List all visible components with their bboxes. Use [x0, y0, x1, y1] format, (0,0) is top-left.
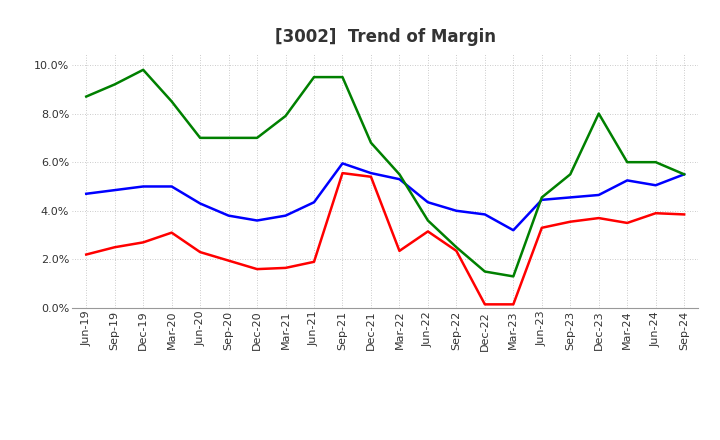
Net Income: [652, 211, 660, 216]
Net Income: [253, 267, 261, 272]
Net Income: [82, 252, 91, 257]
Net Income: [480, 302, 489, 307]
Operating Cashflow: [395, 172, 404, 177]
Operating Cashflow: [566, 172, 575, 177]
Ordinary Income: [82, 191, 91, 196]
Ordinary Income: [595, 192, 603, 198]
Operating Cashflow: [253, 135, 261, 140]
Ordinary Income: [623, 178, 631, 183]
Net Income: [366, 174, 375, 180]
Net Income: [196, 249, 204, 255]
Operating Cashflow: [82, 94, 91, 99]
Line: Ordinary Income: Ordinary Income: [86, 163, 684, 230]
Operating Cashflow: [595, 111, 603, 116]
Operating Cashflow: [480, 269, 489, 274]
Ordinary Income: [196, 201, 204, 206]
Net Income: [680, 212, 688, 217]
Ordinary Income: [338, 161, 347, 166]
Ordinary Income: [366, 170, 375, 176]
Ordinary Income: [423, 200, 432, 205]
Ordinary Income: [480, 212, 489, 217]
Net Income: [623, 220, 631, 226]
Operating Cashflow: [623, 160, 631, 165]
Operating Cashflow: [537, 195, 546, 200]
Net Income: [110, 245, 119, 250]
Ordinary Income: [167, 184, 176, 189]
Ordinary Income: [509, 227, 518, 233]
Operating Cashflow: [338, 74, 347, 80]
Ordinary Income: [680, 172, 688, 177]
Operating Cashflow: [282, 114, 290, 119]
Net Income: [395, 248, 404, 253]
Net Income: [452, 248, 461, 253]
Net Income: [338, 170, 347, 176]
Operating Cashflow: [509, 274, 518, 279]
Ordinary Income: [110, 187, 119, 193]
Operating Cashflow: [423, 218, 432, 223]
Operating Cashflow: [310, 74, 318, 80]
Operating Cashflow: [680, 172, 688, 177]
Operating Cashflow: [452, 245, 461, 250]
Operating Cashflow: [196, 135, 204, 140]
Net Income: [595, 216, 603, 221]
Ordinary Income: [452, 208, 461, 213]
Net Income: [537, 225, 546, 231]
Operating Cashflow: [366, 140, 375, 145]
Ordinary Income: [652, 183, 660, 188]
Ordinary Income: [566, 195, 575, 200]
Operating Cashflow: [225, 135, 233, 140]
Net Income: [310, 259, 318, 264]
Operating Cashflow: [167, 99, 176, 104]
Operating Cashflow: [139, 67, 148, 73]
Operating Cashflow: [652, 160, 660, 165]
Net Income: [167, 230, 176, 235]
Ordinary Income: [310, 200, 318, 205]
Line: Operating Cashflow: Operating Cashflow: [86, 70, 684, 276]
Ordinary Income: [537, 197, 546, 202]
Line: Net Income: Net Income: [86, 173, 684, 304]
Ordinary Income: [282, 213, 290, 218]
Net Income: [139, 240, 148, 245]
Net Income: [225, 258, 233, 263]
Net Income: [423, 229, 432, 234]
Title: [3002]  Trend of Margin: [3002] Trend of Margin: [275, 28, 495, 46]
Net Income: [282, 265, 290, 271]
Net Income: [566, 219, 575, 224]
Operating Cashflow: [110, 82, 119, 87]
Ordinary Income: [395, 176, 404, 182]
Net Income: [509, 302, 518, 307]
Ordinary Income: [253, 218, 261, 223]
Ordinary Income: [139, 184, 148, 189]
Ordinary Income: [225, 213, 233, 218]
